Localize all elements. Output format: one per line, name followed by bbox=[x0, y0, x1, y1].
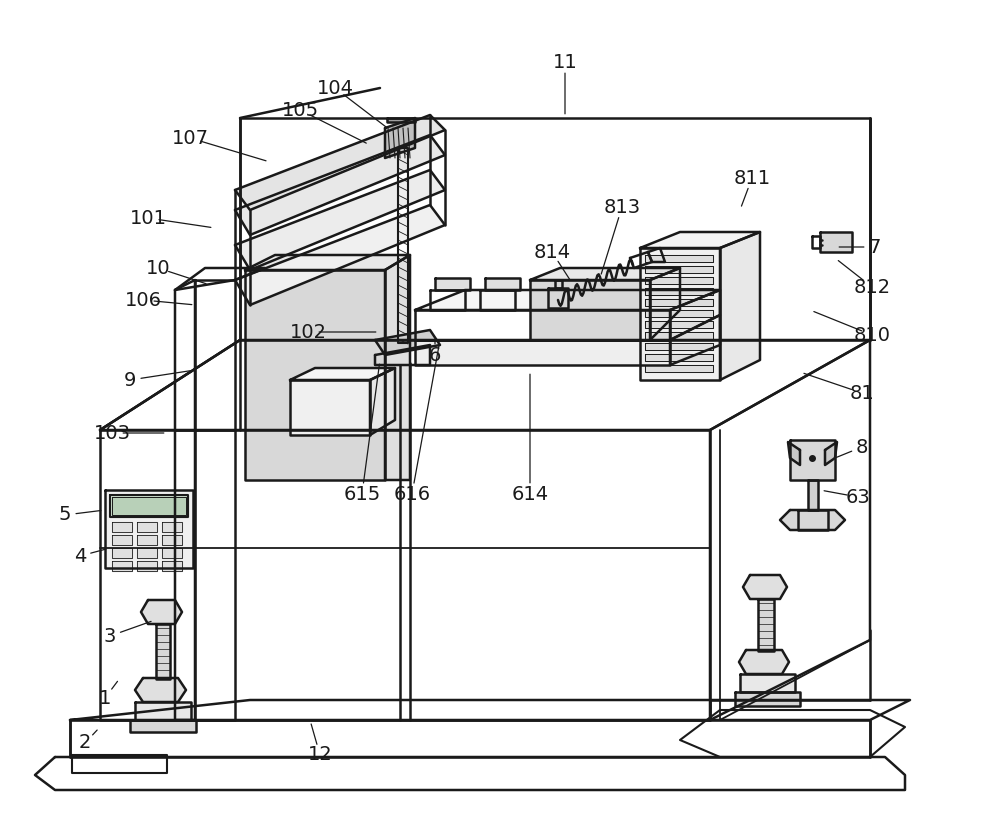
Text: 811: 811 bbox=[733, 169, 771, 187]
Text: 2: 2 bbox=[79, 734, 91, 752]
Text: 4: 4 bbox=[74, 547, 86, 566]
Polygon shape bbox=[788, 442, 800, 465]
Polygon shape bbox=[135, 702, 191, 720]
Polygon shape bbox=[135, 678, 186, 702]
Text: 814: 814 bbox=[533, 243, 571, 262]
Polygon shape bbox=[645, 354, 713, 361]
Polygon shape bbox=[162, 535, 182, 545]
Polygon shape bbox=[790, 440, 835, 480]
Polygon shape bbox=[245, 255, 410, 270]
Polygon shape bbox=[112, 535, 132, 545]
Polygon shape bbox=[235, 170, 445, 270]
Polygon shape bbox=[141, 600, 182, 624]
Polygon shape bbox=[156, 624, 170, 679]
Polygon shape bbox=[485, 278, 520, 290]
Text: 5: 5 bbox=[59, 505, 71, 525]
Text: 7: 7 bbox=[869, 237, 881, 257]
Polygon shape bbox=[758, 599, 774, 651]
Text: 3: 3 bbox=[104, 627, 116, 645]
Text: 102: 102 bbox=[290, 323, 327, 341]
Polygon shape bbox=[740, 674, 795, 692]
Text: 101: 101 bbox=[130, 209, 167, 227]
Text: 1: 1 bbox=[99, 689, 111, 707]
Text: 105: 105 bbox=[281, 100, 319, 120]
Polygon shape bbox=[387, 118, 415, 122]
Polygon shape bbox=[640, 248, 720, 380]
Polygon shape bbox=[640, 232, 760, 248]
Text: 12: 12 bbox=[308, 746, 332, 764]
Polygon shape bbox=[650, 268, 680, 340]
Text: 6: 6 bbox=[429, 346, 441, 364]
Polygon shape bbox=[645, 288, 713, 295]
Polygon shape bbox=[645, 310, 713, 317]
Polygon shape bbox=[798, 510, 828, 530]
Polygon shape bbox=[375, 330, 440, 355]
Text: 9: 9 bbox=[124, 371, 136, 390]
Polygon shape bbox=[245, 270, 385, 480]
Text: 104: 104 bbox=[317, 78, 354, 98]
Polygon shape bbox=[780, 510, 845, 530]
Polygon shape bbox=[645, 365, 713, 372]
Polygon shape bbox=[808, 480, 818, 510]
Polygon shape bbox=[112, 561, 132, 571]
Polygon shape bbox=[110, 495, 188, 517]
Polygon shape bbox=[385, 255, 410, 480]
Polygon shape bbox=[137, 522, 157, 532]
Polygon shape bbox=[235, 115, 445, 210]
Polygon shape bbox=[112, 522, 132, 532]
Text: 81: 81 bbox=[850, 384, 874, 403]
Text: 813: 813 bbox=[603, 197, 641, 217]
Polygon shape bbox=[290, 380, 370, 435]
Polygon shape bbox=[530, 280, 650, 340]
Polygon shape bbox=[290, 368, 395, 380]
Polygon shape bbox=[137, 561, 157, 571]
Text: 106: 106 bbox=[125, 290, 162, 310]
Text: 615: 615 bbox=[343, 484, 381, 504]
Text: 810: 810 bbox=[854, 325, 891, 345]
Polygon shape bbox=[235, 135, 445, 235]
Polygon shape bbox=[162, 561, 182, 571]
Polygon shape bbox=[670, 315, 720, 365]
Text: 812: 812 bbox=[853, 277, 891, 297]
Text: 103: 103 bbox=[94, 424, 131, 443]
Polygon shape bbox=[530, 268, 680, 280]
Polygon shape bbox=[645, 277, 713, 284]
Polygon shape bbox=[112, 548, 132, 558]
Polygon shape bbox=[112, 497, 186, 515]
Polygon shape bbox=[670, 290, 720, 340]
Polygon shape bbox=[162, 548, 182, 558]
Polygon shape bbox=[735, 692, 800, 706]
Polygon shape bbox=[743, 575, 787, 599]
Polygon shape bbox=[415, 340, 670, 365]
Polygon shape bbox=[825, 442, 837, 465]
Polygon shape bbox=[645, 332, 713, 339]
Polygon shape bbox=[720, 232, 760, 380]
Polygon shape bbox=[235, 205, 445, 305]
Polygon shape bbox=[137, 548, 157, 558]
Polygon shape bbox=[820, 232, 852, 252]
Polygon shape bbox=[385, 118, 415, 158]
Polygon shape bbox=[645, 266, 713, 273]
Polygon shape bbox=[415, 290, 720, 310]
Text: 10: 10 bbox=[146, 258, 170, 277]
Polygon shape bbox=[162, 522, 182, 532]
Polygon shape bbox=[137, 535, 157, 545]
Polygon shape bbox=[739, 650, 789, 674]
Polygon shape bbox=[645, 299, 713, 306]
Text: 107: 107 bbox=[172, 129, 209, 148]
Text: 614: 614 bbox=[511, 484, 549, 504]
Text: 11: 11 bbox=[553, 52, 577, 72]
Polygon shape bbox=[645, 255, 713, 262]
Polygon shape bbox=[130, 720, 196, 732]
Polygon shape bbox=[105, 490, 193, 568]
Polygon shape bbox=[370, 368, 395, 435]
Text: 616: 616 bbox=[393, 484, 431, 504]
Text: 8: 8 bbox=[856, 438, 868, 456]
Polygon shape bbox=[645, 343, 713, 350]
Polygon shape bbox=[645, 321, 713, 328]
Text: 63: 63 bbox=[846, 487, 870, 506]
Polygon shape bbox=[435, 278, 470, 290]
